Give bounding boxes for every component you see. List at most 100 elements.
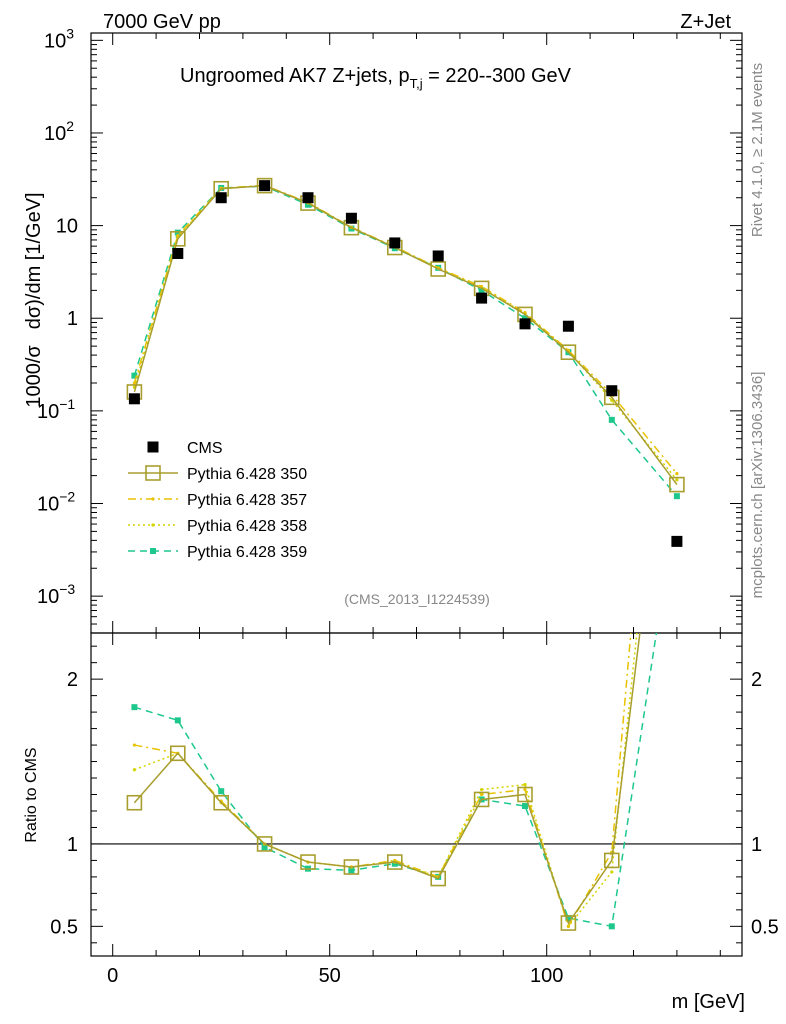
ratio-point [131, 704, 138, 711]
ratio-point [256, 836, 273, 852]
legend-label: Pythia 6.428 350 [187, 466, 307, 483]
ratio-point [300, 854, 316, 870]
ratio-point [473, 791, 490, 808]
data-point [562, 320, 574, 332]
ratio-tick-label: 2 [67, 669, 78, 691]
header-left: 7000 GeV pp [103, 11, 221, 33]
ratio-tick-label: 1 [67, 834, 78, 856]
legend-label: Pythia 6.428 359 [187, 544, 307, 561]
ratio-point [610, 870, 614, 874]
y-tick-label-exp: −1 [59, 396, 75, 412]
y-tick-label-base: 10 [37, 401, 59, 423]
ratio-point [430, 870, 447, 887]
main-plot-marks [126, 177, 685, 547]
ratio-point [603, 852, 620, 869]
series-line [133, 184, 678, 475]
data-point [128, 393, 140, 405]
y-tick-label-base: 10 [44, 123, 66, 145]
ratio-point [348, 867, 355, 874]
data-point [606, 385, 618, 397]
ratio-point [675, 101, 678, 104]
series-point [430, 261, 447, 277]
y-tick-label-base: 10 [44, 30, 66, 52]
legend-marker [151, 523, 155, 527]
series-point [560, 344, 577, 360]
ratio-point [386, 854, 403, 870]
data-point [172, 247, 184, 259]
series-point [170, 231, 186, 247]
ratio-tick-label: 0.5 [50, 916, 78, 938]
ratio-point [560, 915, 577, 931]
ratio-point [670, 326, 684, 340]
ratio-tick-label-right: 0.5 [751, 916, 779, 938]
y-tick-label: 10−3 [37, 581, 75, 608]
y-tick-label: 10−1 [37, 396, 75, 423]
ratio-point [261, 844, 268, 851]
ratio-point [517, 786, 533, 803]
ratio-point [170, 745, 186, 762]
ratio-plot-marks [126, 101, 684, 931]
x-tick-label: 100 [530, 965, 563, 987]
legend-marker [150, 548, 156, 554]
ratio-point [393, 858, 397, 863]
ratio-line [133, 633, 641, 925]
ratio-point [480, 792, 484, 797]
legend-label: CMS [187, 440, 223, 457]
side-label-top: Rivet 4.1.0, ≥ 2.1M events [749, 63, 766, 237]
data-point [671, 535, 683, 547]
title-tail: = 220--300 GeV [423, 65, 572, 87]
plot-title: Ungroomed AK7 Z+jets, pT,j = 220--300 Ge… [180, 65, 572, 91]
data-point [302, 192, 314, 204]
y-tick-label-base: 10 [37, 494, 59, 516]
series-point [256, 177, 273, 194]
y-tick-label-exp: 2 [66, 118, 74, 134]
ratio-point [480, 787, 484, 792]
legend-marker [147, 441, 159, 453]
legend-label: Pythia 6.428 357 [187, 492, 307, 509]
series-point [305, 201, 311, 208]
ratio-point [213, 794, 229, 811]
ratio-point [675, 249, 678, 252]
ratio-point [523, 787, 527, 792]
x-tick-label: 0 [107, 965, 118, 987]
ratio-point [126, 794, 143, 811]
y-tick-label: 103 [44, 25, 74, 52]
legend-marker [151, 497, 155, 501]
series-point [673, 493, 680, 500]
ratio-y-axis-label: Ratio to CMS [23, 747, 40, 842]
y-axis-label-a: 1000/σ [23, 345, 45, 408]
ratio-point [391, 860, 398, 867]
ratio-point [132, 743, 136, 747]
title-subscript: T,j [410, 76, 423, 91]
ratio-point [218, 788, 225, 795]
data-point [215, 192, 227, 204]
series-point [608, 416, 615, 423]
y-tick-label: 1 [67, 308, 78, 330]
y-axis-label: 1000/σ dσ)/dm [1/GeV] [23, 192, 45, 407]
header-right: Z+Jet [680, 11, 731, 33]
y-tick-label: 102 [44, 118, 74, 145]
ratio-line [134, 633, 632, 929]
data-point [519, 318, 531, 330]
series-point [131, 372, 138, 379]
legend: CMS Pythia 6.428 350 Pythia 6.428 357 Pythi… [128, 440, 307, 561]
data-point [389, 237, 401, 249]
data-point [476, 292, 488, 304]
ratio-line [134, 633, 658, 928]
title-main: Ungroomed AK7 Z+jets, p [180, 65, 410, 87]
series-point [522, 315, 528, 322]
series-line [133, 184, 678, 481]
ratio-tick-label-right: 1 [751, 834, 762, 856]
side-label-bottom: mcplots.cern.ch [arXiv:1306.3436] [749, 372, 766, 599]
analysis-id: (CMS_2013_I1224539) [344, 591, 490, 607]
ratio-plot-frame [90, 632, 743, 957]
x-tick-label: 50 [319, 965, 341, 987]
x-axis-label: m [GeV] [672, 991, 745, 1013]
ratio-point [522, 803, 528, 810]
y-tick-label-exp: −2 [59, 489, 75, 505]
series-point [478, 287, 485, 294]
series-point [176, 233, 180, 238]
y-tick-label-base: 10 [37, 586, 59, 608]
